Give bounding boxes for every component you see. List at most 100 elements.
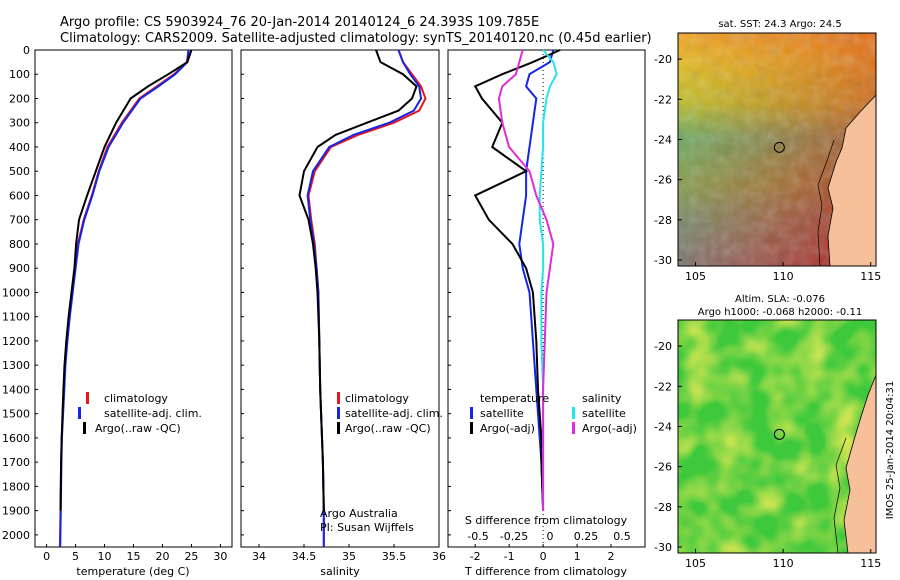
legend-label-argo-t: Argo(-adj) [480,422,535,435]
sst-map-frame [677,32,877,267]
map-y-tick-label: -30 [654,254,672,267]
difference-legend: temperature salinity satellite Argo(-adj… [470,392,637,435]
depth-tick-label: 1200 [2,335,30,348]
series-line-argo--adj- [473,49,561,511]
depth-tick-label: 500 [9,165,30,178]
difference-xlabel-bottom: T difference from climatology [464,565,627,578]
depth-tick-label: 1500 [2,408,30,421]
map-x-tick-label: 110 [773,557,794,570]
map-y-tick-label: -22 [654,380,672,393]
x-tick-label: 15 [127,550,141,563]
sst-map-title: sat. SST: 24.3 Argo: 24.5 [718,19,841,30]
depth-tick-label: 800 [9,238,30,251]
argo-location-marker [773,428,785,440]
x-tick-label: 20 [155,550,169,563]
depth-tick-label: 600 [9,189,30,202]
legend-label-satellite: satellite-adj. clim. [345,407,443,420]
legend-swatch-satellite [337,407,340,419]
x-tick-label: 36 [432,550,446,563]
series-line-climatology [58,49,190,548]
map-y-tick-label: -28 [654,501,672,514]
map-x-tick-label: 115 [860,270,881,283]
salinity-legend: climatology satellite-adj. clim. Argo(..… [320,392,443,534]
difference-xlabel-top: S difference from climatology [465,514,628,527]
depth-tick-label: 0 [23,44,30,57]
argo-location-marker [773,141,785,153]
depth-tick-label: 100 [9,68,30,81]
x-tick-label: 35 [342,550,356,563]
legend-swatch-argo [337,422,340,434]
x-top-tick-label: -0.25 [500,530,528,543]
legend-swatch-argo [83,422,86,434]
depth-tick-label: 1700 [2,456,30,469]
map-y-tick-label: -28 [654,214,672,227]
shelf-contour [833,437,847,554]
salinity-xlabel: salinity [320,565,360,578]
depth-tick-label: 1400 [2,383,30,396]
map-x-tick-label: 105 [685,270,706,283]
x-tick-label: -2 [470,550,481,563]
map-y-tick-label: -26 [654,461,672,474]
legend-label-satellite: satellite-adj. clim. [104,407,202,420]
x-tick-label: 10 [98,550,112,563]
legend-label-climatology: climatology [104,392,168,405]
depth-tick-label: 1600 [2,432,30,445]
map-y-tick-label: -26 [654,174,672,187]
x-top-tick-label: 0.25 [574,530,599,543]
depth-tick-label: 1300 [2,359,30,372]
legend-swatch-satellite-s [572,407,575,419]
x-tick-label: 0 [43,550,50,563]
sla-map-subtitle: Argo h1000: -0.068 h2000: -0.11 [698,307,862,318]
depth-tick-label: 2000 [2,529,30,542]
x-tick-label: 25 [184,550,198,563]
legend-title-temperature: temperature [480,392,549,405]
map-y-tick-label: -30 [654,541,672,554]
legend-label-climatology: climatology [345,392,409,405]
legend-title-salinity: salinity [582,392,622,405]
legend-label-argo: Argo(..raw -QC) [345,422,431,435]
series-line-argo---raw--qc- [59,49,193,511]
difference-plot: -2 -1 0 1 2 -0.5 -0.25 0 0.25 0.5 [467,49,631,563]
annotation-pi: PI: Susan Wijffels [320,521,414,534]
legend-swatch-climatology [337,392,340,404]
shelf-contour [817,139,835,267]
x-tick-label: 0 [540,550,547,563]
series-line-argo---raw--qc- [298,49,418,511]
legend-swatch-satellite-t [470,407,473,419]
depth-tick-label: 1800 [2,480,30,493]
depth-tick-label: 400 [9,141,30,154]
map-y-tick-label: -20 [654,53,672,66]
sla-map-title: Altim. SLA: -0.076 [735,294,825,305]
depth-tick-label: 300 [9,117,30,130]
salinity-panel-frame [240,49,440,548]
legend-swatch-climatology [86,392,89,404]
temperature-xlabel: temperature (deg C) [76,565,189,578]
legend-swatch-argo-s [572,422,575,434]
map-y-tick-label: -20 [654,340,672,353]
map-y-tick-label: -24 [654,420,672,433]
temperature-panel-frame [34,49,233,548]
depth-tick-label: 200 [9,92,30,105]
sla-map-frame [677,319,877,554]
map-x-tick-label: 105 [685,557,706,570]
series-line-argo--adj- [497,49,555,511]
legend-label-satellite-t: satellite [480,407,524,420]
x-top-tick-label: 0 [547,530,554,543]
sst-map: sat. SST: 24.3 Argo: 24.5 105 110 115 -20 -2… [654,19,881,283]
annotation-argo-australia: Argo Australia [320,507,398,520]
x-top-tick-label: -0.5 [467,530,488,543]
legend-label-argo: Argo(..raw -QC) [95,422,181,435]
temperature-legend: climatology satellite-adj. clim. Argo(..… [78,392,202,435]
depth-tick-label: 1900 [2,505,30,518]
x-tick-label: -1 [504,550,515,563]
x-tick-label: 34 [252,550,266,563]
salinity-plot: 34 34.5 35 35.5 36 [252,49,446,563]
sla-map-ticks: 105 110 115 -20 -22 -24 -26 -28 -30 [654,340,881,570]
chart-title-line2: Climatology: CARS2009. Satellite-adjuste… [60,31,652,46]
x-tick-label: 2 [608,550,615,563]
legend-label-satellite-s: satellite [582,407,626,420]
map-x-tick-label: 110 [773,270,794,283]
series-line-satellite [518,49,555,511]
sla-texture [678,320,876,553]
